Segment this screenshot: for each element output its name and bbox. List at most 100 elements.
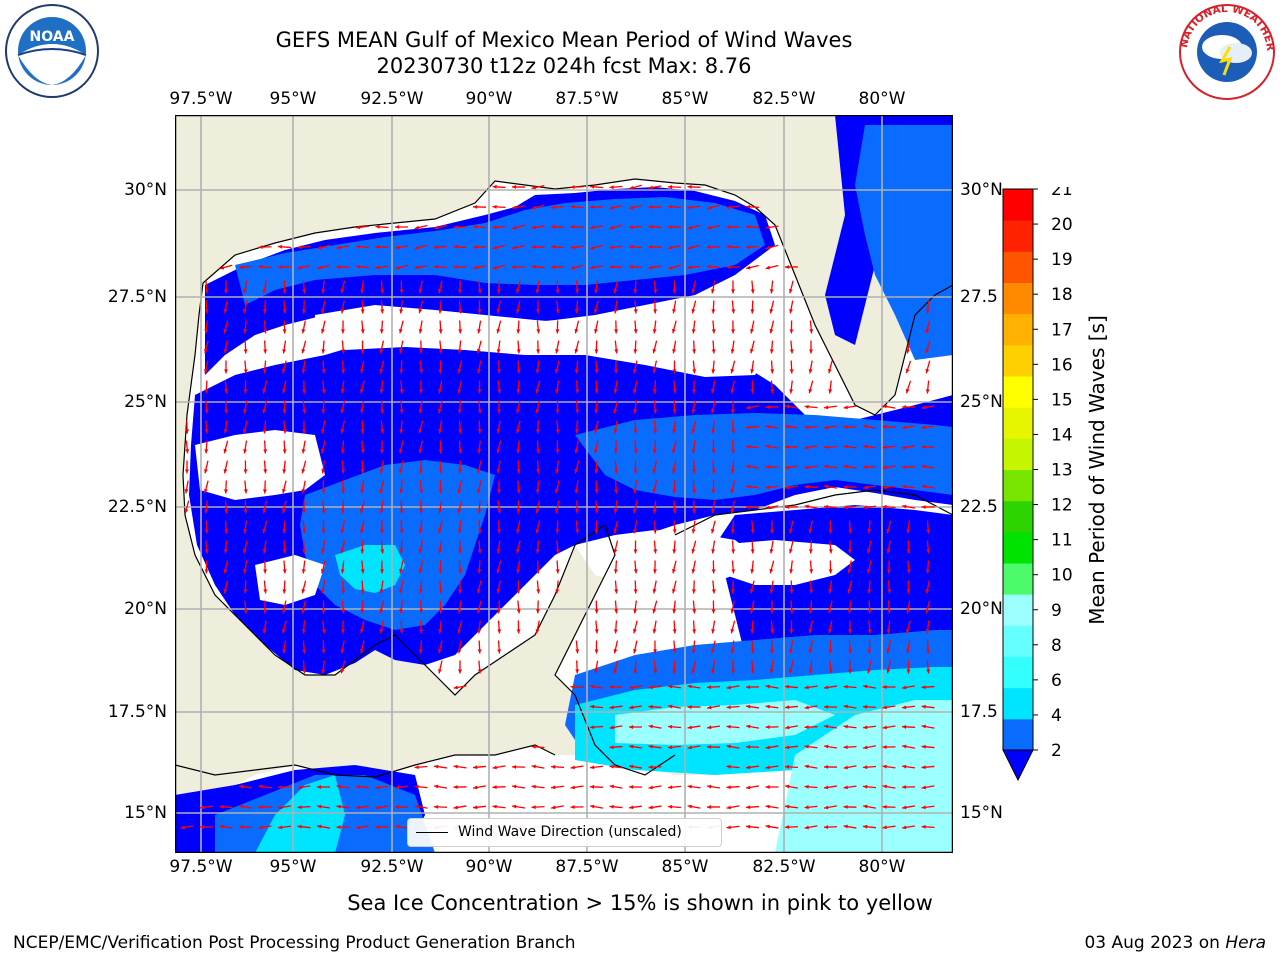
wave-direction-arrow	[301, 440, 306, 454]
wave-direction-arrow	[628, 744, 643, 749]
wave-direction-arrow	[862, 465, 877, 470]
wave-direction-arrow	[691, 280, 697, 294]
wave-direction-arrow	[223, 560, 229, 574]
map-frame	[175, 115, 953, 853]
wave-direction-arrow	[784, 825, 799, 830]
wave-direction-arrow	[593, 300, 599, 314]
wave-direction-arrow	[882, 465, 896, 470]
wave-direction-arrow	[204, 280, 209, 294]
wave-direction-arrow	[555, 380, 560, 394]
wave-direction-arrow	[419, 500, 424, 514]
wave-direction-arrow	[477, 500, 482, 514]
wave-direction-arrow	[575, 660, 580, 674]
wave-direction-arrow	[355, 784, 370, 789]
wave-direction-arrow	[477, 480, 482, 494]
wave-direction-arrow	[653, 420, 658, 434]
wave-direction-arrow	[281, 360, 287, 374]
wave-direction-arrow	[750, 600, 755, 614]
wave-direction-arrow	[336, 245, 350, 250]
wave-direction-arrow	[433, 784, 448, 789]
wave-direction-arrow	[745, 425, 760, 430]
lat-label-left: 30°N	[124, 180, 167, 200]
wave-direction-arrow	[531, 225, 545, 230]
wave-direction-arrow	[672, 580, 677, 594]
wave-direction-arrow	[204, 400, 209, 414]
wave-direction-arrow	[745, 785, 760, 790]
colorbar-tick-label: 16	[1051, 355, 1073, 375]
wave-direction-arrow	[394, 225, 409, 229]
wave-direction-arrow	[243, 300, 248, 314]
wave-direction-arrow	[262, 300, 267, 314]
wave-direction-arrow	[458, 320, 463, 334]
wave-direction-arrow	[433, 245, 448, 250]
wave-direction-arrow	[706, 685, 721, 690]
wave-direction-arrow	[550, 764, 565, 769]
wave-direction-arrow	[594, 640, 599, 654]
wave-direction-arrow	[745, 224, 760, 229]
wave-direction-arrow	[809, 320, 814, 334]
wave-direction-arrow	[648, 724, 662, 729]
wave-direction-arrow	[282, 560, 287, 574]
wave-direction-arrow	[516, 440, 521, 454]
wave-direction-arrow	[882, 424, 896, 429]
wave-direction-arrow	[726, 224, 740, 229]
wave-direction-arrow	[862, 424, 877, 429]
wave-direction-arrow	[575, 520, 580, 534]
wave-direction-arrow	[730, 640, 735, 654]
wave-direction-arrow	[531, 805, 545, 810]
wave-direction-arrow	[204, 520, 209, 534]
wave-direction-arrow	[457, 400, 462, 414]
wave-direction-arrow	[282, 640, 287, 654]
wave-direction-arrow	[707, 204, 720, 210]
wave-direction-arrow	[180, 825, 194, 830]
wave-direction-arrow	[594, 500, 599, 514]
wave-direction-arrow	[321, 280, 326, 294]
wave-direction-arrow	[672, 660, 677, 674]
wave-direction-arrow	[823, 685, 838, 690]
wave-direction-arrow	[770, 600, 774, 614]
wave-direction-arrow	[692, 360, 697, 374]
wave-direction-arrow	[731, 440, 736, 454]
wave-direction-arrow	[808, 620, 814, 634]
wave-direction-arrow	[575, 380, 580, 394]
wave-direction-arrow	[862, 784, 877, 789]
lon-label-bottom: 97.5°W	[169, 857, 233, 877]
wave-direction-arrow	[750, 380, 755, 394]
legend-line	[416, 832, 448, 833]
wave-direction-arrow	[901, 705, 916, 710]
wave-direction-arrow	[418, 520, 423, 534]
wave-direction-arrow	[765, 464, 779, 469]
wave-direction-arrow	[575, 640, 580, 654]
wave-direction-arrow	[652, 560, 657, 574]
wave-direction-arrow	[847, 560, 852, 574]
wave-direction-arrow	[277, 825, 292, 830]
wave-direction-arrow	[867, 560, 872, 574]
wave-direction-arrow	[555, 460, 560, 474]
wave-direction-arrow	[281, 620, 287, 634]
wave-direction-arrow	[419, 600, 424, 614]
wave-direction-arrow	[379, 500, 384, 514]
colorbar-tick-label: 8	[1051, 636, 1062, 656]
wave-direction-arrow	[901, 724, 916, 729]
wave-direction-arrow	[632, 620, 638, 634]
wave-direction-arrow	[437, 520, 443, 534]
wave-direction-arrow	[438, 480, 443, 494]
wave-direction-arrow	[589, 184, 604, 189]
wave-direction-arrow	[262, 360, 267, 374]
wave-direction-arrow	[594, 520, 599, 534]
wave-direction-arrow	[453, 225, 467, 230]
wave-direction-arrow	[882, 784, 896, 789]
wave-direction-arrow	[399, 620, 404, 634]
wave-direction-arrow	[204, 380, 209, 394]
wave-direction-arrow	[613, 440, 618, 454]
wave-direction-arrow	[843, 824, 857, 829]
wave-direction-arrow	[477, 380, 482, 394]
lon-label-bottom: 87.5°W	[555, 857, 619, 877]
wave-direction-arrow	[925, 600, 931, 614]
wave-direction-arrow	[804, 445, 818, 450]
wave-direction-arrow	[570, 204, 584, 209]
wave-direction-arrow	[901, 425, 916, 430]
wave-direction-arrow	[648, 765, 662, 770]
wave-direction-arrow	[516, 420, 521, 434]
wave-direction-arrow	[730, 460, 735, 474]
